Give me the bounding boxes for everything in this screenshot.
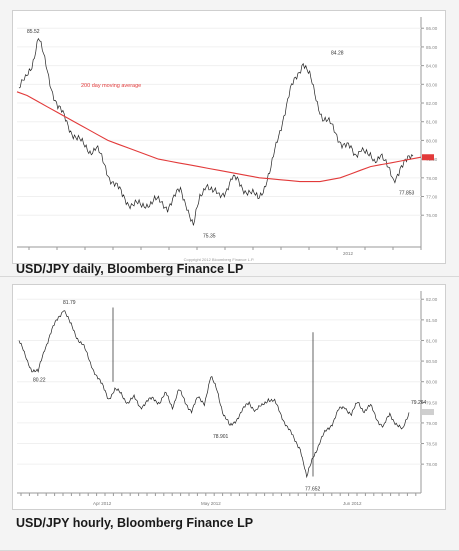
footer-copyright: Copyright 2012 Bloomberg Finance L.P. xyxy=(184,257,255,262)
annotation-last: 77.853 xyxy=(399,191,415,197)
annotation-start-hourly: 80.22 xyxy=(33,378,46,384)
chart-panel-hourly: 78.00 78.50 79.00 79.50 80.00 80.50 81.00 81.50… xyxy=(0,278,459,551)
caption-hourly: USD/JPY hourly, Bloomberg Finance LP xyxy=(16,516,254,530)
y-tick-label-hourly: 78.50 xyxy=(426,442,438,447)
y-tick-label-hourly: 82.00 xyxy=(426,297,438,302)
y-tick-label-hourly: 80.50 xyxy=(426,359,438,364)
annotation-low1-hourly: 78.901 xyxy=(213,434,229,440)
month-label-3: Jun 2012 xyxy=(343,501,362,506)
ma-last-marker xyxy=(422,154,434,161)
chart-hourly: 78.00 78.50 79.00 79.50 80.00 80.50 81.00 81.50… xyxy=(17,291,438,506)
y-tick-label-daily: 76.00 xyxy=(426,213,438,218)
y-tick-label-hourly: 81.00 xyxy=(426,338,438,343)
y-tick-label-hourly: 79.50 xyxy=(426,400,438,405)
y-tick-label-daily: 85.00 xyxy=(426,45,438,50)
last-marker-hourly xyxy=(422,409,434,416)
y-tick-label-daily: 77.00 xyxy=(426,195,438,200)
annotation-high-hourly: 81.79 xyxy=(63,300,76,306)
annotation-low2-hourly: 77.652 xyxy=(305,486,321,492)
chart-frame-hourly: 78.00 78.50 79.00 79.50 80.00 80.50 81.00 81.50… xyxy=(12,284,446,510)
chart-daily: 76.0077.0078.0079.0080.0081.0082.0083.00… xyxy=(16,17,438,262)
month-label-1: Apr 2012 xyxy=(93,501,112,506)
annotation-ma-label: 200 day moving average xyxy=(81,83,141,89)
chart-frame-daily: 76.0077.0078.0079.0080.0081.0082.0083.00… xyxy=(12,10,446,264)
y-tick-label-hourly: 80.00 xyxy=(426,380,438,385)
annotation-last-hourly: 79.264 xyxy=(411,400,427,406)
month-label-2: May 2012 xyxy=(201,501,221,506)
y-tick-label-daily: 82.00 xyxy=(426,101,438,106)
series-ma200-daily xyxy=(16,91,422,183)
year-label: 2012 xyxy=(343,251,354,256)
y-tick-label-daily: 78.00 xyxy=(426,176,438,181)
y-tick-label-hourly: 78.00 xyxy=(426,462,438,467)
series-price-hourly xyxy=(18,310,410,479)
caption-daily: USD/JPY daily, Bloomberg Finance LP xyxy=(16,262,244,276)
y-tick-label-hourly: 79.00 xyxy=(426,421,438,426)
annotation-high1: 85.52 xyxy=(27,29,40,35)
y-tick-label-daily: 83.00 xyxy=(426,82,438,87)
y-tick-label-daily: 80.00 xyxy=(426,138,438,143)
series-price-daily xyxy=(18,37,414,226)
y-tick-label-daily: 81.00 xyxy=(426,120,438,125)
y-tick-label-daily: 84.00 xyxy=(426,64,438,69)
annotation-high2: 84.28 xyxy=(331,50,344,56)
y-tick-label-daily: 86.00 xyxy=(426,26,438,31)
annotation-low1: 75.35 xyxy=(203,233,216,239)
y-tick-label-hourly: 81.50 xyxy=(426,318,438,323)
chart-panel-daily: 76.0077.0078.0079.0080.0081.0082.0083.00… xyxy=(0,10,459,277)
